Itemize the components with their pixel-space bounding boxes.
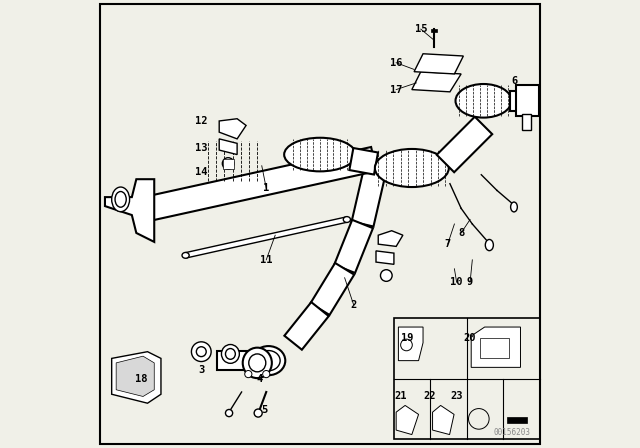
Bar bbox=[223, 159, 234, 169]
Polygon shape bbox=[414, 54, 463, 74]
Text: 16: 16 bbox=[390, 58, 403, 68]
Polygon shape bbox=[396, 405, 419, 435]
Circle shape bbox=[191, 342, 211, 362]
Circle shape bbox=[222, 158, 234, 169]
Text: 13: 13 bbox=[195, 143, 207, 153]
Polygon shape bbox=[105, 179, 154, 242]
Polygon shape bbox=[378, 231, 403, 246]
Polygon shape bbox=[334, 220, 373, 273]
Polygon shape bbox=[147, 147, 376, 220]
Polygon shape bbox=[310, 263, 354, 315]
Text: 1: 1 bbox=[263, 183, 269, 193]
Ellipse shape bbox=[511, 202, 517, 212]
Text: 5: 5 bbox=[261, 405, 267, 415]
Text: 20: 20 bbox=[464, 333, 476, 343]
Circle shape bbox=[380, 270, 392, 281]
Bar bbox=[522, 114, 531, 130]
Ellipse shape bbox=[375, 149, 449, 187]
Text: 12: 12 bbox=[195, 116, 207, 126]
Text: 3: 3 bbox=[198, 365, 204, 375]
Polygon shape bbox=[436, 117, 492, 172]
Ellipse shape bbox=[252, 346, 285, 375]
Polygon shape bbox=[376, 251, 394, 264]
Text: 19: 19 bbox=[401, 333, 413, 343]
Text: 4: 4 bbox=[257, 374, 262, 383]
Bar bbox=[516, 85, 539, 116]
Polygon shape bbox=[433, 405, 454, 435]
Text: 8: 8 bbox=[458, 228, 464, 238]
Polygon shape bbox=[284, 302, 329, 350]
Circle shape bbox=[262, 370, 270, 378]
Ellipse shape bbox=[485, 239, 493, 251]
Bar bbox=[431, 29, 437, 32]
Circle shape bbox=[254, 409, 262, 417]
Polygon shape bbox=[116, 356, 154, 396]
Text: 11: 11 bbox=[260, 255, 273, 265]
Ellipse shape bbox=[112, 187, 130, 212]
Bar bbox=[507, 417, 527, 423]
Circle shape bbox=[225, 409, 233, 417]
Text: 9: 9 bbox=[467, 277, 473, 287]
Polygon shape bbox=[398, 327, 423, 361]
Circle shape bbox=[244, 370, 252, 378]
Text: 00156203: 00156203 bbox=[493, 428, 531, 437]
Polygon shape bbox=[217, 351, 253, 370]
Ellipse shape bbox=[284, 138, 356, 172]
Text: 18: 18 bbox=[134, 374, 147, 383]
Text: 7: 7 bbox=[445, 239, 451, 249]
Ellipse shape bbox=[456, 84, 511, 118]
Polygon shape bbox=[220, 119, 246, 139]
Polygon shape bbox=[412, 72, 461, 92]
Polygon shape bbox=[185, 217, 348, 258]
Text: 2: 2 bbox=[351, 300, 356, 310]
Polygon shape bbox=[511, 91, 533, 111]
Ellipse shape bbox=[343, 216, 351, 223]
Bar bbox=[480, 338, 509, 358]
Text: 21: 21 bbox=[394, 392, 407, 401]
Text: 23: 23 bbox=[451, 392, 463, 401]
Ellipse shape bbox=[243, 348, 272, 378]
Text: 10: 10 bbox=[451, 277, 463, 287]
Text: 17: 17 bbox=[390, 85, 403, 95]
Polygon shape bbox=[220, 139, 237, 155]
Polygon shape bbox=[349, 148, 378, 175]
Text: 6: 6 bbox=[512, 76, 518, 86]
Text: 15: 15 bbox=[415, 24, 427, 34]
Circle shape bbox=[196, 347, 206, 357]
Ellipse shape bbox=[221, 345, 239, 363]
Polygon shape bbox=[351, 163, 387, 227]
Text: 22: 22 bbox=[424, 392, 436, 401]
Polygon shape bbox=[471, 327, 520, 367]
Ellipse shape bbox=[182, 253, 189, 258]
Polygon shape bbox=[112, 352, 161, 403]
Text: 14: 14 bbox=[195, 168, 207, 177]
Bar bbox=[394, 318, 540, 439]
